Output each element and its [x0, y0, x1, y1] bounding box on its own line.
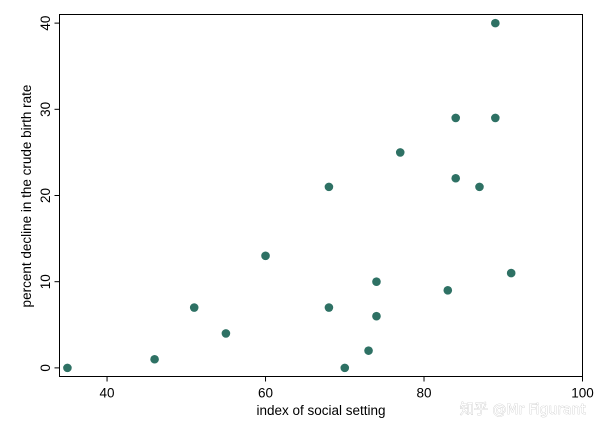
y-tick-label: 10	[38, 274, 53, 289]
scatter-point	[189, 303, 199, 312]
scatter-point	[491, 113, 500, 123]
scatter-point	[150, 354, 159, 364]
y-tick-label: 30	[38, 102, 53, 117]
scatter-point	[475, 182, 484, 192]
x-axis-title: index of social setting	[256, 403, 385, 418]
plot-area	[59, 14, 583, 377]
y-axis-ticks: 0 10 20 30 40	[38, 16, 60, 372]
scatter-point	[491, 18, 500, 28]
watermark-text: 知乎 @Mr Figurant	[460, 401, 587, 418]
data-points	[63, 18, 516, 373]
x-tick-label: 80	[416, 386, 431, 401]
y-tick-label: 0	[38, 364, 53, 372]
scatter-point	[324, 303, 334, 312]
x-tick-label: 60	[258, 386, 273, 401]
x-tick-label: 100	[571, 386, 594, 401]
scatter-point	[364, 346, 373, 355]
x-tick-label: 40	[100, 386, 115, 401]
scatter-point	[340, 363, 350, 373]
scatter-point	[395, 148, 405, 157]
scatter-point	[372, 311, 381, 321]
scatter-point	[324, 182, 334, 192]
scatter-point	[443, 286, 453, 295]
scatter-point	[506, 268, 516, 278]
scatter-point	[63, 363, 72, 373]
y-tick-label: 40	[38, 16, 53, 31]
scatter-point	[261, 251, 270, 261]
y-tick-label: 20	[38, 188, 53, 203]
scatter-point	[451, 173, 461, 183]
scatter-point	[372, 277, 381, 286]
x-axis-ticks: 40 60 80 100	[100, 376, 594, 401]
scatter-point	[221, 329, 231, 338]
scatter-point	[451, 113, 461, 123]
y-axis-title: percent decline in the crude birth rate	[19, 85, 34, 308]
